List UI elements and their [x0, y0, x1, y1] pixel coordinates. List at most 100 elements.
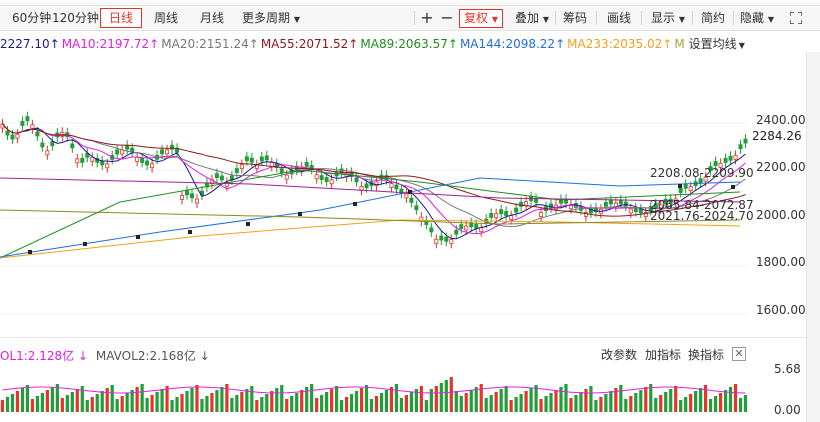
candle-body	[683, 183, 688, 189]
price-axis-label: 1600.00	[756, 303, 806, 317]
volume-bar	[275, 388, 279, 412]
volume-bar	[709, 399, 713, 412]
marker-point	[246, 222, 250, 226]
volume-bar	[349, 394, 354, 412]
volume-bar	[344, 397, 349, 412]
volume-bar	[70, 392, 74, 412]
volume-bar	[55, 384, 59, 412]
ma-legend-item: M	[674, 37, 685, 51]
price-axis-label: 1800.00	[756, 255, 806, 269]
candle-body	[20, 121, 25, 126]
zoom-out-button[interactable]: −	[440, 8, 454, 27]
volume-bar	[5, 397, 10, 412]
side-text: 占	[807, 234, 820, 260]
volume-bar	[624, 399, 628, 412]
hide-button[interactable]: 隐藏 ▼	[737, 6, 777, 30]
overlay-button[interactable]: 叠加 ▼	[512, 6, 552, 30]
candle-body	[434, 238, 439, 244]
volume-bar	[305, 387, 309, 412]
volume-bar	[404, 395, 409, 412]
volume-bar	[529, 388, 533, 412]
candle-body	[329, 179, 334, 185]
candle-body	[269, 162, 274, 167]
fuquan-button[interactable]: 复权 ▼	[459, 9, 503, 28]
candle-body	[509, 215, 514, 221]
tab-more-periods[interactable]: 更多周期 ▼	[240, 6, 302, 30]
candle-body	[449, 238, 454, 244]
side-text: 占	[807, 182, 820, 208]
overlay-label: 叠加	[515, 11, 540, 25]
volume-bar	[389, 387, 394, 412]
zoom-in-button[interactable]: +	[420, 8, 434, 27]
kline-chart[interactable]	[0, 52, 806, 422]
candle-body	[35, 131, 40, 137]
tab-120min[interactable]: 120分钟	[52, 11, 99, 25]
candle-body	[125, 144, 130, 150]
volume-bar	[549, 393, 553, 412]
chevron-down-icon: ▼	[767, 15, 774, 24]
ma-settings-button[interactable]: 设置均线 ▼	[689, 37, 747, 51]
volume-bar	[25, 385, 30, 412]
candle-body	[324, 177, 329, 182]
volume-bar	[599, 397, 603, 412]
volume-bar	[664, 392, 668, 412]
fullscreen-button[interactable]	[788, 6, 804, 30]
candle-body	[738, 144, 743, 150]
switch-indicator-button[interactable]: 换指标	[688, 348, 725, 362]
volume-bar	[689, 394, 693, 412]
volume-bar	[574, 395, 578, 412]
divider	[692, 11, 693, 25]
ma-legend-item: 2227.10↑	[0, 37, 60, 51]
volume-bar	[330, 389, 334, 412]
volume-bar	[379, 393, 384, 412]
draw-line-button[interactable]: 画线	[606, 11, 631, 25]
volume-bar	[45, 390, 49, 412]
tab-60min[interactable]: 60分钟	[12, 11, 52, 25]
fullscreen-icon	[789, 11, 803, 25]
volume-bar	[424, 400, 428, 412]
volume-bar	[669, 389, 673, 412]
candle-body	[608, 199, 613, 205]
volume-bar	[394, 384, 399, 412]
candle-body	[85, 152, 90, 158]
volume-bar	[90, 397, 94, 412]
volume-bar	[339, 400, 344, 412]
candle-body	[234, 168, 239, 173]
volume-bar	[30, 399, 35, 412]
tab-daily[interactable]: 日线	[100, 8, 142, 28]
volume-bar	[704, 385, 708, 412]
marker-point	[353, 202, 357, 206]
candle-body	[728, 155, 733, 161]
vol-ma-line	[2, 386, 746, 394]
tab-monthly[interactable]: 月线	[199, 11, 224, 25]
volume-bar	[190, 388, 194, 412]
chips-button[interactable]: 筹码	[562, 11, 587, 25]
candle-body	[394, 184, 399, 190]
volume-bar	[644, 387, 648, 412]
candle-body	[70, 143, 75, 149]
candle-body	[10, 134, 15, 140]
volume-bar	[285, 399, 289, 412]
simple-mode-button[interactable]: 简约	[700, 11, 725, 25]
volume-bar	[135, 387, 139, 412]
range-annotation: 2021.76-2024.70	[650, 209, 754, 223]
candle-body	[718, 162, 723, 168]
candle-body	[150, 163, 155, 169]
volume-bar	[80, 386, 84, 412]
candle-body	[314, 174, 319, 180]
edit-params-button[interactable]: 改参数	[601, 348, 638, 362]
volume-bar	[604, 394, 608, 412]
tab-weekly[interactable]: 周线	[153, 11, 178, 25]
candle-body	[184, 190, 189, 196]
close-indicator-button[interactable]: ✕	[732, 347, 746, 361]
volume-bar	[10, 394, 15, 412]
candle-body	[439, 235, 444, 241]
add-indicator-button[interactable]: 加指标	[645, 348, 682, 362]
candle-body	[214, 173, 219, 178]
volume-bar	[509, 400, 513, 412]
candle-body	[723, 158, 728, 163]
display-button[interactable]: 显示 ▼	[648, 6, 688, 30]
volume-bar	[280, 385, 284, 412]
volume-bar	[718, 393, 723, 412]
candle-body	[279, 168, 284, 174]
